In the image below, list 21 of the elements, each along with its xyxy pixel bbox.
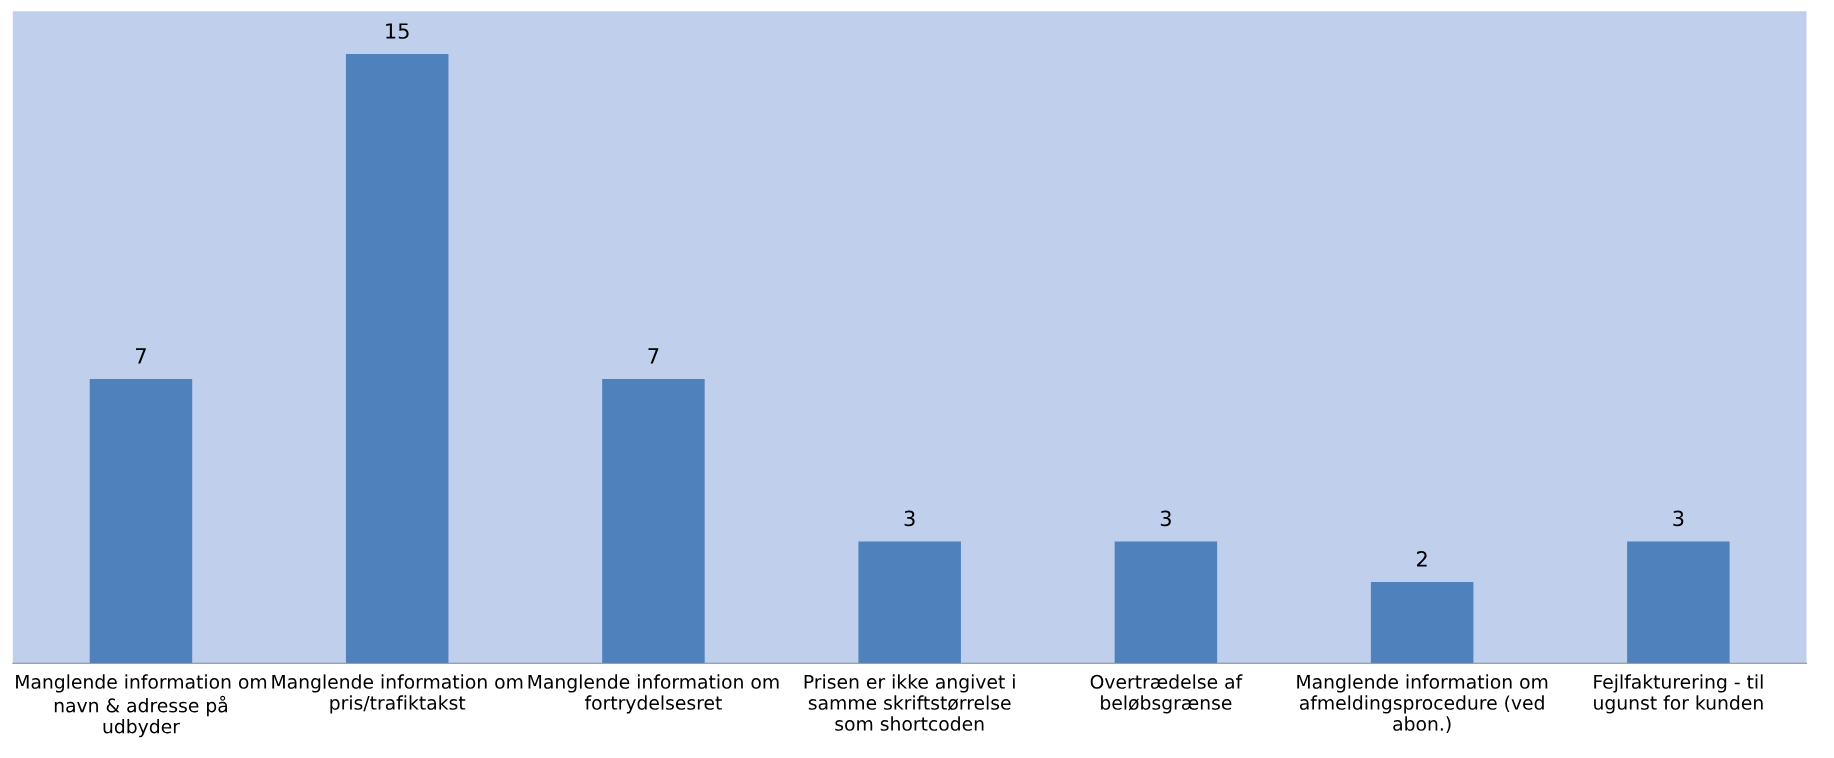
x-tick-label: Manglende information om afmeldingsprocedure (ved abon.) xyxy=(1297,674,1548,734)
bar xyxy=(602,378,705,664)
x-tick-label: Prisen er ikke angivet i samme skriftstørrelse som shortcoden xyxy=(804,674,1015,731)
x-tick-label: Overtrædelse af beløbsgrænse xyxy=(1090,674,1243,714)
data-label: 2 xyxy=(1417,551,1427,567)
bar xyxy=(89,378,193,664)
x-tick-label: Manglende information om fortrydelsesret xyxy=(528,674,779,714)
x-tick-label: Fejlfakturering - til ugunst for kunden xyxy=(1594,674,1763,714)
data-label: 3 xyxy=(904,510,915,527)
data-label: 3 xyxy=(1160,510,1171,527)
bar xyxy=(858,541,961,664)
x-tick-label: Manglende information om pris/trafiktakst xyxy=(272,674,523,714)
bar xyxy=(345,54,449,664)
bar xyxy=(1370,582,1474,664)
x-tick-label: Manglende information om navn & adresse på udbyder xyxy=(16,674,267,738)
data-label: 7 xyxy=(136,348,146,364)
data-label: 3 xyxy=(1673,510,1684,527)
data-label: 15 xyxy=(386,23,409,39)
bar xyxy=(1627,541,1730,664)
bar xyxy=(1114,541,1218,664)
data-label: 7 xyxy=(648,348,659,364)
